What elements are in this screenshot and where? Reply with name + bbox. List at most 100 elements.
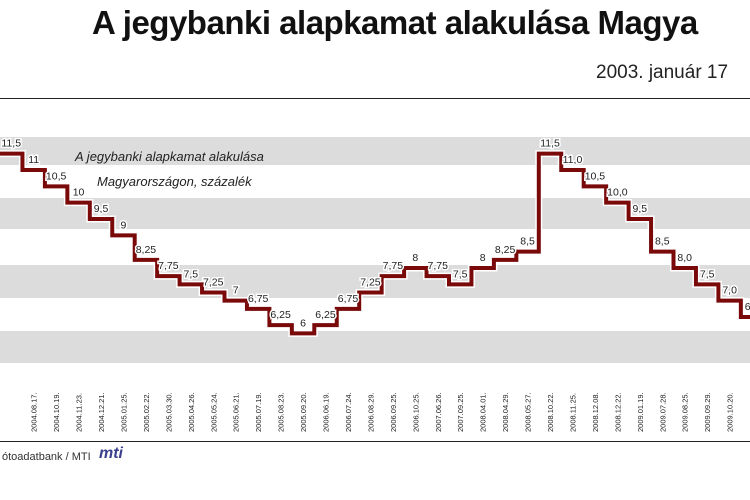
x-tick-label: 2004.10.19. <box>52 392 61 432</box>
x-tick-label: 2008.12.22. <box>613 392 622 432</box>
data-label-halo: 7,5 <box>184 268 199 280</box>
x-tick-label: 2004.12.21. <box>97 392 106 432</box>
data-label-halo: 7,25 <box>203 276 224 288</box>
bottom-rule <box>0 441 750 442</box>
x-tick-label: 2008.10.22. <box>546 392 555 432</box>
data-label: 8,5 <box>520 236 535 248</box>
data-label: 10,5 <box>46 170 67 182</box>
data-label: 11,0 <box>563 154 583 166</box>
data-label-halo: 11,5 <box>1 138 21 150</box>
x-tick-label: 2005.03.30. <box>164 392 173 432</box>
page-title: A jegybanki alapkamat alakulása Magya <box>92 4 698 41</box>
grid-band <box>0 137 750 165</box>
x-tick-label: 2008.04.29. <box>501 392 510 432</box>
data-label: 11 <box>28 154 39 166</box>
data-label: 10,5 <box>585 170 606 182</box>
x-tick-label: 2009.08.25. <box>681 392 690 432</box>
x-tick-label: 2009.01.19. <box>636 392 645 432</box>
data-label: 7,5 <box>700 268 715 280</box>
x-tick-label: 2005.06.21. <box>232 392 241 432</box>
data-label: 9,5 <box>94 203 109 215</box>
data-label-halo: 7,75 <box>158 260 179 272</box>
data-label: 8,5 <box>655 236 670 248</box>
data-label-halo: 8,25 <box>136 244 157 256</box>
data-label: 10 <box>73 187 85 199</box>
data-label: 9,5 <box>633 203 648 215</box>
x-tick-label: 2006.10.25. <box>411 392 420 432</box>
data-label: 7,25 <box>203 276 224 288</box>
data-label-halo: 10,5 <box>46 170 67 182</box>
data-label-halo: 11,0 <box>563 154 583 166</box>
data-label-halo: 7,5 <box>453 268 468 280</box>
data-label-halo: 7 <box>233 285 239 297</box>
x-tick-label: 2005.04.26. <box>187 392 196 432</box>
data-label: 11,5 <box>1 138 21 150</box>
data-label: 7,0 <box>722 285 737 297</box>
x-tick-label: 2005.07.19. <box>254 392 263 432</box>
data-label-halo: 6,75 <box>248 293 269 305</box>
x-tick-label: 2005.05.24. <box>209 392 218 432</box>
x-tick-label: 2007.06.26. <box>434 392 443 432</box>
data-label-halo: 11 <box>28 154 39 166</box>
x-tick-label: 2009.07.28. <box>658 392 667 432</box>
x-tick-label: 2006.06.19. <box>322 392 331 432</box>
data-label: 8,0 <box>677 252 692 264</box>
chart-subtitle: Magyarországon, százalék <box>97 174 253 189</box>
data-label: 6,25 <box>270 309 291 321</box>
date-subtitle: 2003. január 17 <box>596 62 729 83</box>
data-label-halo: 6,5 <box>745 301 750 313</box>
data-label: 7,75 <box>428 260 449 272</box>
data-label-halo: 8 <box>480 252 486 264</box>
data-label: 6,75 <box>338 293 359 305</box>
x-tick-label: 2005.01.25. <box>119 392 128 432</box>
data-label: 11,5 <box>540 138 560 150</box>
data-label: 7,5 <box>184 268 199 280</box>
data-label-halo: 7,75 <box>428 260 449 272</box>
data-label-halo: 6,75 <box>338 293 359 305</box>
x-tick-label: 2004.08.17. <box>30 392 39 432</box>
grid-band <box>0 331 750 363</box>
top-rule <box>0 98 750 99</box>
x-tick-label: 2008.12.08. <box>591 392 600 432</box>
data-label: 6,5 <box>745 301 750 313</box>
data-label-halo: 8,5 <box>655 236 670 248</box>
x-tick-label: 2009.11.24. <box>748 393 750 432</box>
x-tick-label: 2005.09.20. <box>299 392 308 432</box>
footer <box>0 440 750 500</box>
x-tick-label: 2009.09.29. <box>703 392 712 432</box>
data-label-halo: 7,5 <box>700 268 715 280</box>
x-tick-label: 2009.10.20. <box>726 392 735 432</box>
x-tick-label: 2006.08.29. <box>366 392 375 432</box>
data-label: 7,25 <box>360 276 381 288</box>
data-label-halo: 9,5 <box>633 203 648 215</box>
data-label: 8,25 <box>495 244 516 256</box>
source-credit: ótoadatbank / MTI <box>2 451 91 463</box>
x-tick-label: 2007.09.25. <box>456 392 465 432</box>
data-label-halo: 6,25 <box>270 309 291 321</box>
x-tick-label: 2008.11.25. <box>568 393 577 432</box>
data-label: 7,75 <box>383 260 404 272</box>
data-label: 7,75 <box>158 260 179 272</box>
data-label-halo: 7,0 <box>722 285 737 297</box>
x-tick-label: 2008.04.01. <box>479 392 488 432</box>
data-label: 10,0 <box>607 187 628 199</box>
mti-logo: mti <box>99 445 123 462</box>
data-label-halo: 7,25 <box>360 276 381 288</box>
series-line <box>0 151 750 336</box>
data-label-halo: 9,5 <box>94 203 109 215</box>
data-label: 6,75 <box>248 293 269 305</box>
data-label-halo: 6 <box>300 317 306 329</box>
x-tick-label: 2006.09.25. <box>389 392 398 432</box>
data-label: 7 <box>233 285 239 297</box>
data-label-halo: 10 <box>73 187 85 199</box>
x-tick-label: 2006.07.24. <box>344 392 353 432</box>
data-label: 7,5 <box>453 268 468 280</box>
data-label: 8,25 <box>136 244 157 256</box>
data-label-halo: 10,0 <box>607 187 628 199</box>
data-label-halo: 10,5 <box>585 170 606 182</box>
data-label-halo: 8,5 <box>520 236 535 248</box>
data-label: 8 <box>480 252 486 264</box>
data-label: 6 <box>300 317 306 329</box>
chart-title: A jegybanki alapkamat alakulása <box>74 149 264 164</box>
